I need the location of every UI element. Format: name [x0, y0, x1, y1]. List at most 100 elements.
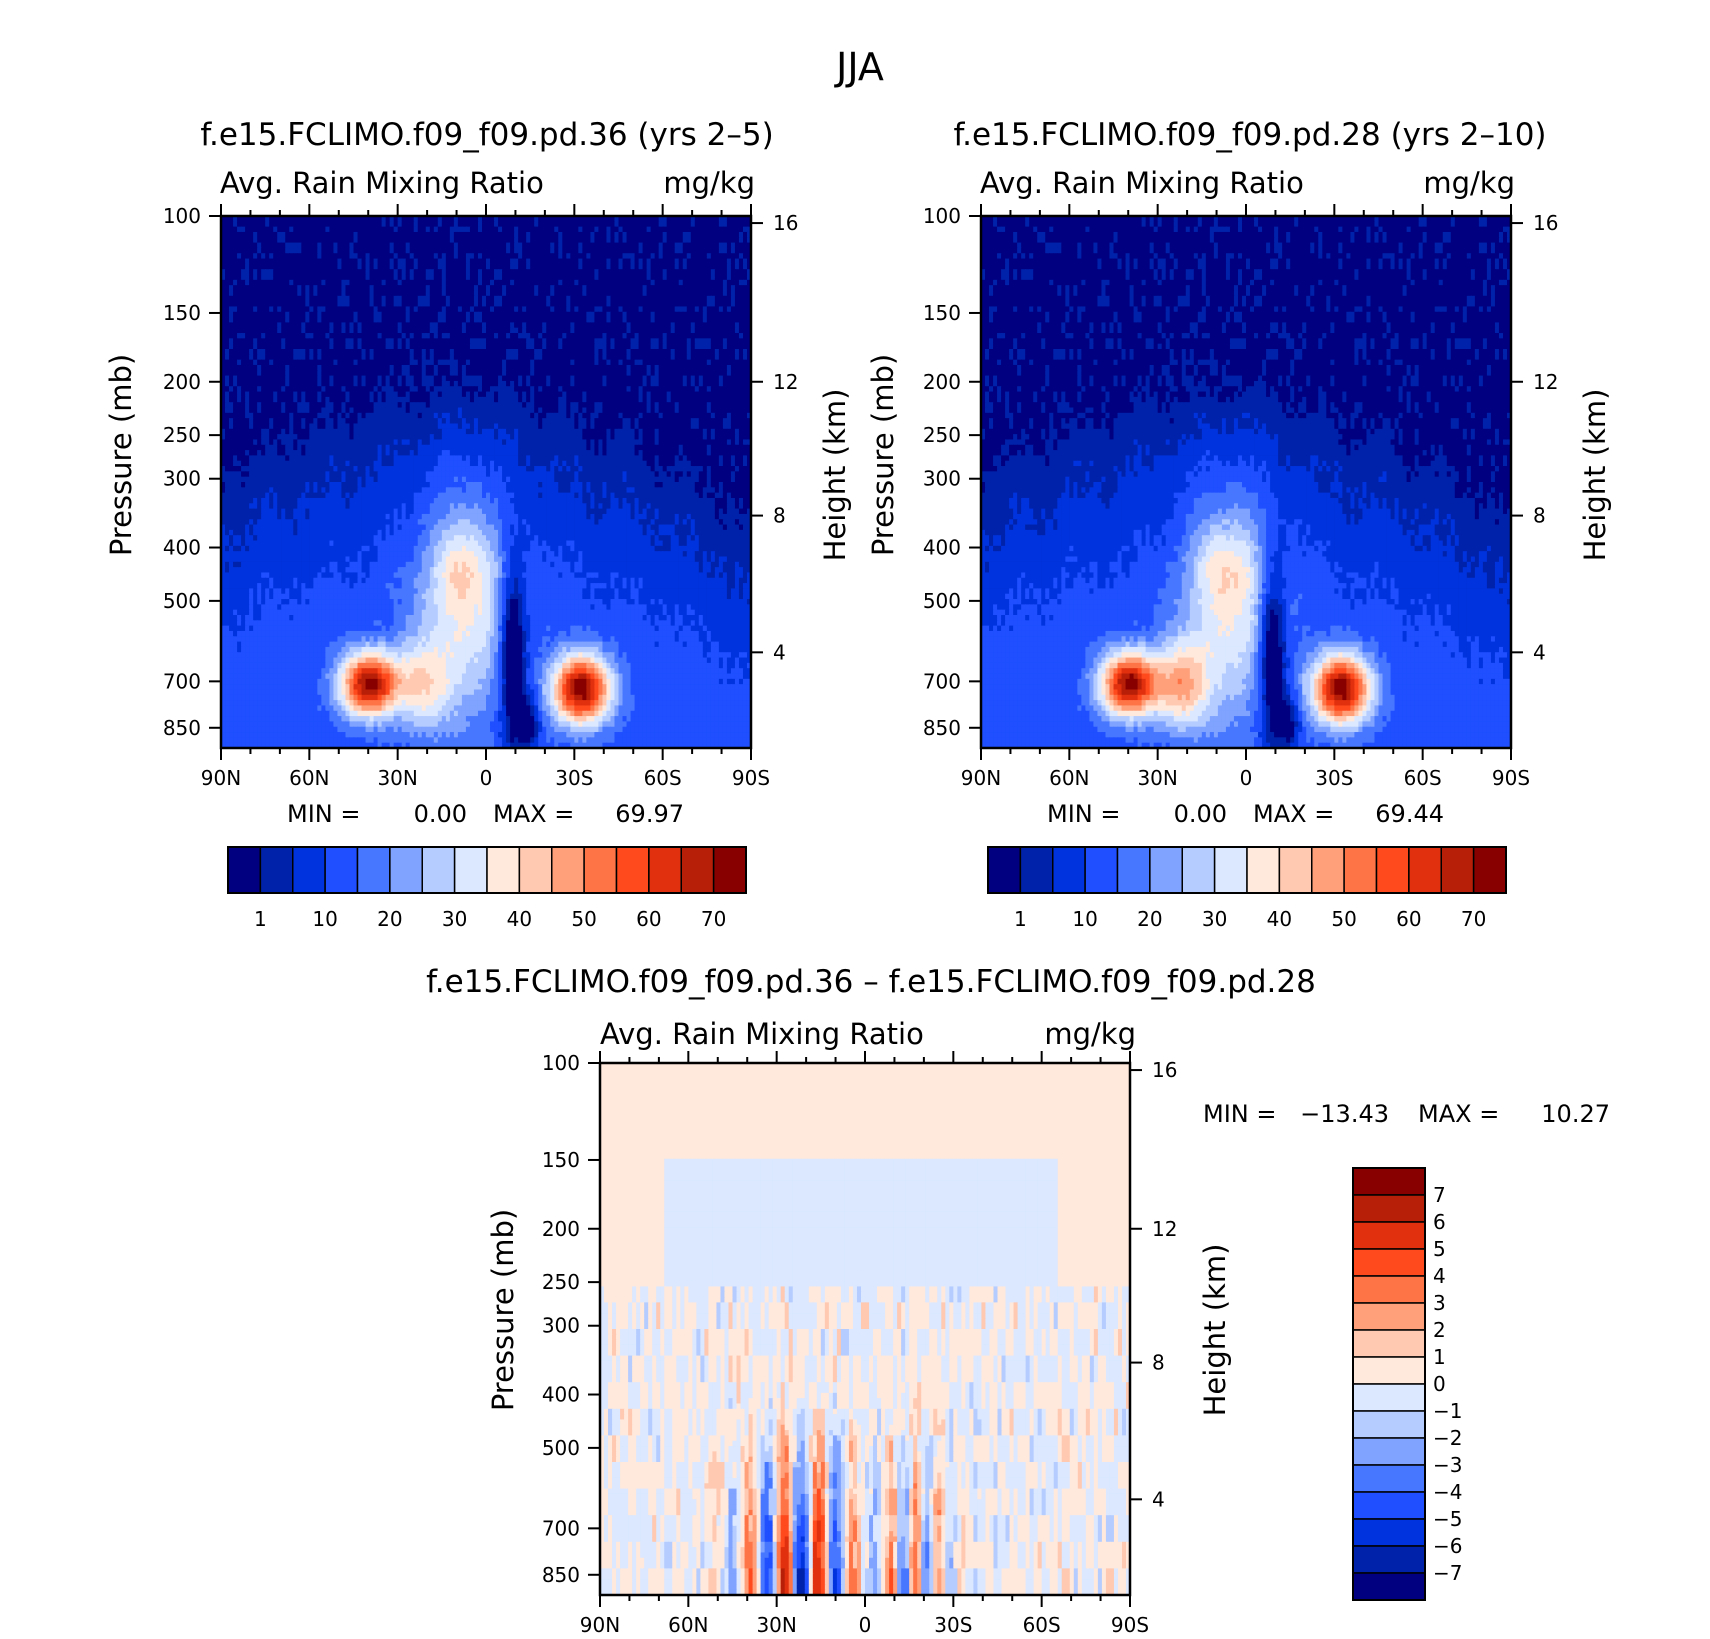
panel-a-cell — [269, 248, 274, 254]
panel-a-cell — [325, 253, 330, 259]
panel-a-cell — [438, 237, 443, 243]
panel-a-cell — [253, 227, 258, 233]
panel-a-cell — [402, 237, 407, 243]
panel-a-cell — [313, 243, 318, 249]
panel-a-cell — [522, 253, 527, 259]
panel-a-cell — [522, 243, 527, 249]
panel-a-cell — [478, 248, 483, 254]
panel-a-cell — [245, 221, 250, 227]
panel-a-cell — [430, 227, 435, 233]
panel-a-cell — [285, 243, 290, 249]
panel-a-cell — [659, 243, 664, 249]
panel-a-cell — [739, 248, 744, 254]
panel-a-cell — [727, 227, 732, 233]
panel-a-cell — [671, 237, 676, 243]
panel-a-cell — [406, 227, 411, 233]
panel-a-cell — [277, 232, 282, 238]
panel-a-cell — [699, 248, 704, 254]
panel-a-cell — [494, 248, 499, 254]
panel-a-cell — [462, 221, 467, 227]
panel-a-cell — [506, 253, 511, 259]
panel-a-cell — [398, 227, 403, 233]
panel-a-cell — [727, 248, 732, 254]
panel-a-cell — [273, 253, 278, 259]
panel-a-cell — [598, 227, 603, 233]
panel-a-cell — [414, 227, 419, 233]
panel-a-cell — [317, 221, 322, 227]
panel-a-cell — [470, 253, 475, 259]
panel-a-cell — [598, 243, 603, 249]
panel-a-cell — [691, 227, 696, 233]
panel-a-cell — [474, 232, 479, 238]
panel-a-cell — [639, 248, 644, 254]
panel-a-cell — [337, 227, 342, 233]
panel-a-cell — [606, 248, 611, 254]
panel-a-cell — [349, 243, 354, 249]
panel-a-cell — [297, 232, 302, 238]
panel-a-cell — [695, 248, 700, 254]
panel-a-cell — [719, 232, 724, 238]
panel-a-cell — [538, 243, 543, 249]
panel-a-cell — [510, 243, 515, 249]
panel-a-cell — [578, 227, 583, 233]
panel-a-cell — [558, 221, 563, 227]
panel-a-cell — [237, 227, 242, 233]
panel-a-cell — [233, 237, 238, 243]
panel-a-cell — [546, 237, 551, 243]
panel-a-cell — [635, 221, 640, 227]
panel-a-cell — [374, 227, 379, 233]
panel-a-cell — [225, 221, 230, 227]
panel-a-cell — [703, 227, 708, 233]
panel-a-cell — [333, 248, 338, 254]
panel-a-cell — [454, 227, 459, 233]
panel-a-cell — [237, 221, 242, 227]
panel-a-cell — [301, 221, 306, 227]
panel-a-cell — [614, 253, 619, 259]
panel-a-cell — [386, 227, 391, 233]
panel-a-cell — [643, 243, 648, 249]
panel-a-cell — [534, 221, 539, 227]
panel-a-cell — [289, 221, 294, 227]
panel-a-cell — [277, 227, 282, 233]
panel-a-cell — [257, 232, 262, 238]
panel-a-cell — [305, 232, 310, 238]
panel-a-cell — [482, 243, 487, 249]
panel-a-cell — [594, 221, 599, 227]
panel-a-cell — [735, 243, 740, 249]
panel-a-cell — [394, 243, 399, 249]
panel-a-cell — [434, 227, 439, 233]
panel-a-cell — [683, 227, 688, 233]
panel-a-cell — [647, 221, 652, 227]
panel-a-cell — [450, 253, 455, 259]
panel-a-cell — [269, 232, 274, 238]
panel-a-cell — [325, 243, 330, 249]
panel-a-cell — [394, 221, 399, 227]
panel-a-cell — [442, 253, 447, 259]
panel-a-cell — [313, 221, 318, 227]
panel-a-cell — [321, 232, 326, 238]
panel-a-cell — [486, 221, 491, 227]
panel-a-cell — [703, 248, 708, 254]
panel-a-cell — [675, 237, 680, 243]
panel-a-cell — [582, 243, 587, 249]
panel-a-left-label: Avg. Rain Mixing Ratio — [220, 166, 544, 200]
panel-a-cell — [269, 253, 274, 259]
panel-a-cell — [422, 248, 427, 254]
panel-a-cell — [446, 227, 451, 233]
panel-a-cell — [739, 243, 744, 249]
panel-a-cell — [297, 253, 302, 259]
panel-a-cell — [434, 243, 439, 249]
panel-a-cell — [675, 221, 680, 227]
panel-a-cell — [550, 248, 555, 254]
panel-a-cell — [639, 243, 644, 249]
panel-a-cell — [309, 248, 314, 254]
panel-a-cell — [610, 232, 615, 238]
panel-a-cell — [301, 232, 306, 238]
panel-a-cell — [410, 227, 415, 233]
panel-a-cell — [687, 248, 692, 254]
panel-a-cell — [518, 227, 523, 233]
panel-a-cell — [667, 227, 672, 233]
panel-a-cell — [309, 232, 314, 238]
panel-a-cell — [245, 237, 250, 243]
panel-a-cell — [719, 221, 724, 227]
